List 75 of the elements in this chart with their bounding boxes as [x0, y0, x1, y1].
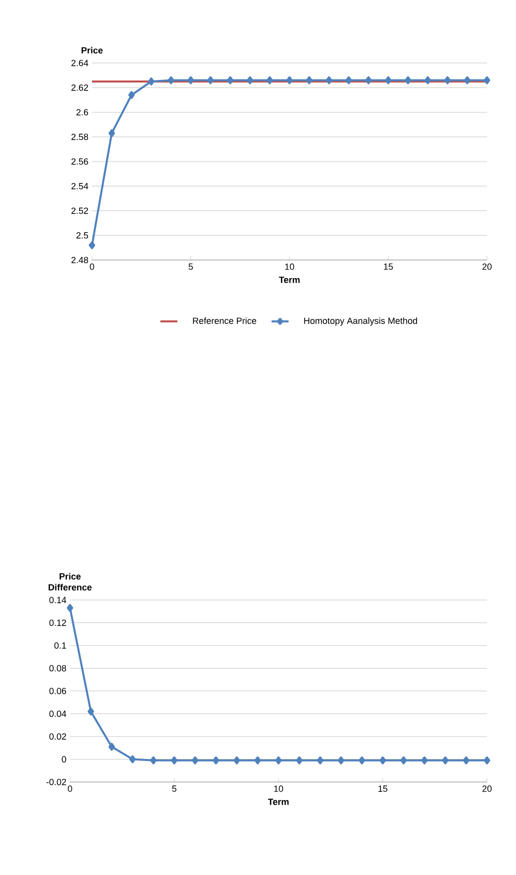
point	[484, 76, 490, 84]
x-axis-title: Term	[278, 276, 300, 283]
y-tick-label: 2.5	[76, 232, 88, 239]
y-tick-label: 0	[62, 756, 66, 762]
point	[326, 76, 332, 84]
point	[266, 76, 273, 84]
point	[358, 756, 366, 764]
point	[108, 129, 115, 138]
point	[424, 76, 431, 84]
y-tick-label: 2.48	[71, 256, 88, 264]
point	[442, 756, 449, 764]
point	[88, 241, 96, 250]
x-axis-title: Term	[268, 798, 289, 805]
point	[234, 756, 240, 764]
y-tick-label: 0.14	[49, 596, 66, 604]
point	[385, 76, 392, 84]
point	[380, 756, 386, 764]
x-tick-label: 20	[482, 264, 492, 270]
point	[171, 756, 178, 764]
point	[207, 76, 214, 84]
point	[150, 756, 157, 764]
point	[296, 756, 303, 764]
point	[400, 756, 407, 764]
point	[254, 756, 261, 764]
x-tick-label: 10	[274, 786, 284, 792]
point	[129, 755, 136, 764]
legend-label: Homotopy Aanalysis Method	[304, 317, 418, 326]
y-tick-label: 0.1	[54, 642, 66, 649]
point	[88, 707, 94, 716]
y-tick-label: 2.6	[76, 109, 88, 116]
point	[365, 76, 372, 84]
x-tick-label: 20	[482, 786, 492, 792]
y-tick-label: 0.08	[49, 665, 66, 672]
point	[66, 604, 74, 612]
point	[128, 91, 135, 99]
point	[462, 756, 470, 764]
y-tick-label: 2.62	[71, 84, 88, 91]
point	[148, 77, 154, 86]
y-tick-label: 0.12	[49, 620, 66, 626]
point	[275, 756, 282, 764]
point	[227, 76, 234, 84]
x-tick-label: 0	[90, 264, 94, 270]
y-tick-label: 2.56	[71, 158, 88, 165]
point	[306, 76, 312, 84]
y-tick-label: -0.02	[46, 778, 66, 786]
point	[346, 76, 352, 84]
x-tick-label: 15	[384, 264, 393, 270]
y-tick-label: 0.04	[49, 710, 66, 717]
y-axis-title: Price Difference	[48, 572, 92, 591]
y-tick-label: 0.06	[49, 688, 66, 694]
point	[316, 756, 324, 764]
point	[246, 76, 254, 84]
legend-label: Reference Price	[193, 317, 256, 324]
point	[444, 76, 451, 84]
x-tick-label: 5	[172, 786, 176, 792]
y-tick-label: 0.02	[49, 733, 66, 740]
y-tick-label: 2.58	[71, 134, 88, 140]
point	[484, 756, 490, 764]
y-tick-label: 2.52	[71, 208, 88, 214]
point	[168, 76, 174, 84]
point	[188, 76, 194, 84]
point	[338, 756, 344, 764]
point	[421, 756, 428, 764]
x-tick-label: 10	[285, 264, 294, 270]
point	[286, 76, 293, 84]
point	[192, 756, 198, 764]
point	[212, 756, 220, 764]
y-tick-label: 2.64	[71, 60, 88, 66]
y-tick-label: 2.54	[71, 182, 88, 190]
point	[404, 76, 412, 84]
x-tick-label: 5	[188, 264, 193, 270]
y-axis-title: Price	[82, 46, 103, 54]
point	[464, 76, 470, 84]
point	[108, 742, 115, 751]
x-tick-label: 15	[378, 786, 388, 792]
